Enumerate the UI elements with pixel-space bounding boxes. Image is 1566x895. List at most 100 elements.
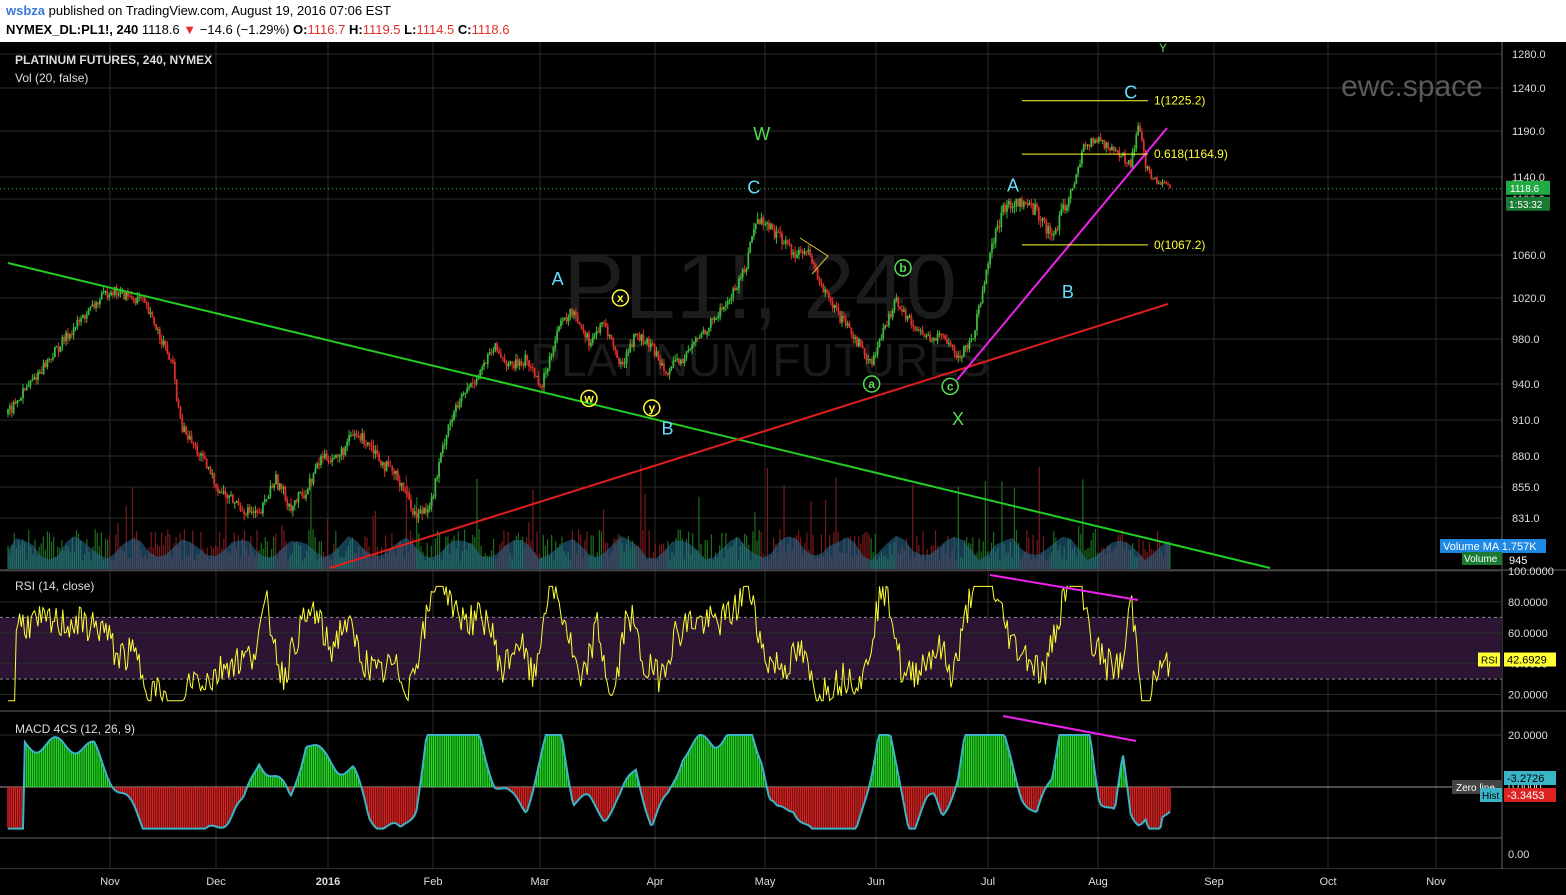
low-value: 1114.5 <box>416 22 455 37</box>
candle-body <box>35 377 38 381</box>
candle-body <box>235 501 238 503</box>
candle-body <box>1036 203 1038 208</box>
candle-body <box>1096 139 1098 143</box>
macd-divergence-line <box>1002 715 1137 742</box>
candle-body <box>83 315 86 319</box>
wave-label: C <box>1124 82 1137 102</box>
candle-body <box>406 491 409 493</box>
candle-body <box>441 444 444 454</box>
chart-canvas[interactable]: 1280.01240.01190.01140.01100.01060.01020… <box>0 42 1566 895</box>
candle-body <box>164 340 167 346</box>
candle-body <box>1009 200 1012 209</box>
candle-body <box>758 219 761 224</box>
candle-body <box>72 327 75 336</box>
candle-body <box>12 401 15 414</box>
candle-body <box>636 333 639 336</box>
candle-body <box>117 294 120 296</box>
candle-body <box>299 492 302 494</box>
candle-body <box>183 426 186 433</box>
candle-body <box>398 480 401 486</box>
candle-body <box>775 231 778 238</box>
macd-pane-title: MACD 4CS (12, 26, 9) <box>15 722 135 736</box>
candle-body <box>773 228 776 238</box>
candle-body <box>333 458 336 460</box>
candle-body <box>972 338 975 340</box>
price-tick-label: 1190.0 <box>1512 126 1545 138</box>
candle-body <box>1004 204 1006 212</box>
candle-body <box>606 326 609 336</box>
candle-body <box>8 405 11 410</box>
candle-body <box>996 225 999 230</box>
volume-tag <box>1462 552 1502 565</box>
candle-body <box>31 379 34 381</box>
candle-body <box>992 242 995 244</box>
candle-body <box>663 363 665 371</box>
candle-body <box>887 313 890 326</box>
candle-body <box>293 500 296 506</box>
candle-body <box>203 456 206 459</box>
candle-body <box>325 453 328 461</box>
candle-body <box>664 370 667 373</box>
candle-body <box>1051 233 1053 236</box>
candle-body <box>1067 198 1070 207</box>
candle-body <box>799 249 802 252</box>
candle-body <box>226 494 229 498</box>
last-price-tag <box>1506 180 1550 195</box>
candle-body <box>856 337 858 347</box>
candle-body <box>591 337 594 343</box>
rsi-tag <box>1478 652 1500 667</box>
candle-body <box>681 359 684 364</box>
candle-body <box>861 345 864 349</box>
candle-body <box>929 334 932 342</box>
price-tick-label: 1020.0 <box>1512 293 1546 305</box>
candle-body <box>869 359 872 361</box>
candle-body <box>981 290 984 304</box>
candle-body <box>217 487 219 492</box>
candle-body <box>794 252 797 258</box>
candle-body <box>290 504 292 511</box>
candle-body <box>801 251 804 254</box>
candle-body <box>280 483 283 489</box>
candle-body <box>959 355 961 359</box>
candle-body <box>803 251 806 254</box>
fib-level-label: 0.618(1164.9) <box>1154 147 1228 161</box>
candle-body <box>813 262 815 265</box>
candle-body <box>91 304 94 307</box>
candle-body <box>479 369 482 377</box>
candle-body <box>97 302 99 305</box>
candle-body <box>584 331 587 338</box>
candle-body <box>1047 226 1050 234</box>
candle-body <box>976 313 978 331</box>
price-tick-label: 1280.0 <box>1512 49 1546 61</box>
candle-body <box>1037 207 1040 221</box>
candle-body <box>108 295 111 298</box>
candle-body <box>82 315 84 319</box>
time-tick-label: Dec <box>206 876 226 888</box>
candle-body <box>338 455 341 457</box>
author-link[interactable]: wsbza <box>6 3 46 18</box>
candle-body <box>998 225 1001 227</box>
candle-body <box>1114 150 1117 152</box>
candle-body <box>1088 144 1091 147</box>
red-uptrend-line <box>329 303 1169 569</box>
candle-body <box>571 309 574 315</box>
candle-body <box>764 224 767 226</box>
candle-body <box>40 371 43 375</box>
candle-body <box>556 330 559 341</box>
candle-body <box>37 372 39 381</box>
circled-wave-marker <box>611 289 630 307</box>
candle-body <box>361 433 364 441</box>
publish-info: published on TradingView.com, August 19,… <box>48 3 391 18</box>
candle-body <box>70 334 73 336</box>
candle-body <box>625 352 628 363</box>
candles-layer <box>7 122 1171 524</box>
candle-body <box>1101 140 1104 142</box>
circled-wave-label: b <box>899 261 906 275</box>
candle-body <box>1045 219 1048 234</box>
candle-body <box>254 510 257 513</box>
candle-body <box>786 240 789 243</box>
candle-body <box>732 287 735 298</box>
candle-body <box>634 333 637 335</box>
candle-body <box>762 217 765 225</box>
candle-body <box>370 444 373 447</box>
